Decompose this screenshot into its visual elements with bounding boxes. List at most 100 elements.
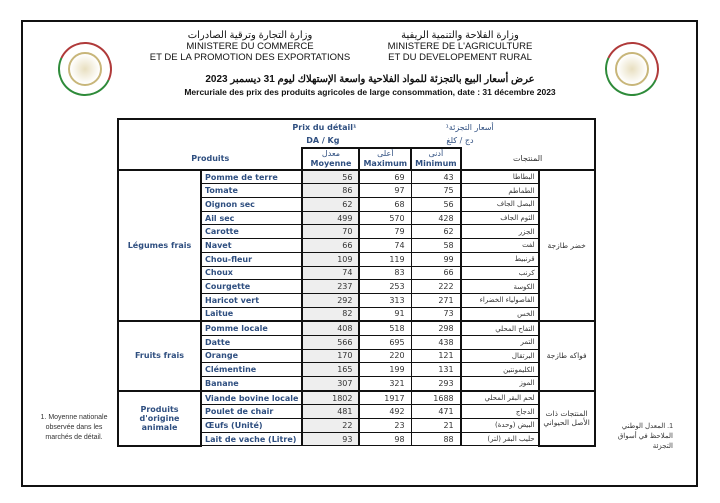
price-maximum: 91 <box>358 306 412 322</box>
price-minimum: 222 <box>410 279 462 294</box>
price-moyenne: 165 <box>301 362 361 377</box>
document-frame <box>21 20 698 487</box>
price-maximum: 570 <box>358 210 412 226</box>
product-ar: الكليمونتين <box>460 362 540 377</box>
product-ar: البيض (وحدة) <box>460 418 540 433</box>
price-minimum: 428 <box>410 210 462 226</box>
product-fr: Banane <box>199 375 303 392</box>
price-moyenne: 499 <box>301 210 361 226</box>
price-minimum: 75 <box>410 183 462 199</box>
price-moyenne: 1802 <box>301 389 361 406</box>
product-ar: الكوسة <box>460 279 540 294</box>
title-fr: Mercuriale des prix des produits agricol… <box>184 87 556 97</box>
col-moy-ar: معدل <box>321 148 341 158</box>
price-minimum: 43 <box>410 169 462 185</box>
col-maximum: Maximum <box>363 158 408 168</box>
price-maximum: 321 <box>358 375 412 392</box>
price-maximum: 23 <box>358 418 412 433</box>
price-maximum: 119 <box>358 251 412 267</box>
table-row: Chou-fleur 109 119 99 قرنبيط <box>118 251 595 267</box>
price-moyenne: 74 <box>301 265 361 281</box>
ministry-seal-left-logo <box>50 34 120 104</box>
product-fr: Navet <box>199 238 303 253</box>
product-ar: الجزر <box>460 224 540 240</box>
price-minimum: 56 <box>410 197 462 212</box>
category-ar: المنتجات ذات الأصل الحيواني <box>537 389 596 447</box>
price-maximum: 74 <box>358 238 412 253</box>
product-ar: التمر <box>460 334 540 350</box>
product-ar: الفاصولياء الخضراء <box>460 292 540 308</box>
col-minimum: Minimum <box>415 158 457 168</box>
price-maximum: 79 <box>358 224 412 240</box>
price-minimum: 99 <box>410 251 462 267</box>
col-produits: Produits <box>116 147 303 171</box>
price-minimum: 438 <box>410 334 462 350</box>
commerce-ministry-header: وزارة التجارة وترقية الصادرات MINISTERE … <box>140 30 360 63</box>
product-fr: Haricot vert <box>199 292 303 308</box>
price-maximum: 220 <box>358 348 412 364</box>
price-minimum: 88 <box>410 431 462 447</box>
price-minimum: 121 <box>410 348 462 364</box>
price-moyenne: 566 <box>301 334 361 350</box>
table-row: Choux 74 83 66 كرنب <box>118 265 595 281</box>
product-fr: Choux <box>199 265 303 281</box>
table-row: Produits d'origine animale Viande bovine … <box>117 389 596 447</box>
product-ar: البصل الجاف <box>460 197 540 212</box>
price-moyenne: 62 <box>301 197 361 212</box>
product-fr: Tomate <box>199 183 303 199</box>
price-maximum: 69 <box>358 169 412 185</box>
table-row: Banane 307 321 293 الموز <box>118 375 595 392</box>
product-ar: الثوم الجاف <box>460 210 540 226</box>
price-maximum: 83 <box>358 265 412 281</box>
category-ar: فواكه طازجة <box>537 320 596 392</box>
product-fr: Ail sec <box>199 210 303 226</box>
commerce-fr-1: MINISTERE DU COMMERCE <box>186 41 314 52</box>
price-moyenne: 237 <box>301 279 361 294</box>
price-maximum: 98 <box>358 431 412 447</box>
category-ar: خضر طازجة <box>537 168 596 323</box>
col-min-ar: أدنى <box>428 148 444 158</box>
product-fr: Orange <box>199 348 303 364</box>
category-fr: Produits d'origine animale <box>117 389 202 447</box>
product-fr: Chou-fleur <box>199 251 303 267</box>
product-ar: الخس <box>460 306 540 322</box>
price-maximum: 68 <box>358 197 412 212</box>
price-moyenne: 93 <box>301 431 361 447</box>
table-row: Fruits frais Pomme locale 408 518 298 التفاح … <box>117 320 596 392</box>
footnote-fr: 1. Moyenne nationale observée dans les m… <box>40 414 108 441</box>
commerce-ar: وزارة التجارة وترقية الصادرات <box>187 30 313 41</box>
price-moyenne: 307 <box>301 375 361 392</box>
price-minimum: 471 <box>410 404 462 420</box>
product-fr: Clémentine <box>199 362 303 377</box>
price-moyenne: 82 <box>301 306 361 322</box>
product-ar: لحم البقر المحلي <box>460 389 540 406</box>
price-moyenne: 292 <box>301 292 361 308</box>
product-fr: Carotte <box>199 224 303 240</box>
product-fr: Œufs (Unité) <box>199 418 303 433</box>
product-ar: الموز <box>460 375 540 392</box>
agriculture-ministry-header: وزارة الفلاحة والتنمية الريفية MINISTERE… <box>370 30 550 63</box>
product-ar: قرنبيط <box>460 251 540 267</box>
table-row: Orange 170 220 121 البرتقال <box>118 348 595 364</box>
product-fr: Laitue <box>199 306 303 322</box>
product-fr: Pomme locale <box>199 320 303 336</box>
table-row: Haricot vert 292 313 271 الفاصولياء الخضراء <box>118 292 595 308</box>
price-minimum: 58 <box>410 238 462 253</box>
prix-detail-ar: أسعار التجزئة¹ <box>359 118 596 134</box>
col-moyenne: Moyenne <box>310 158 352 168</box>
price-table: Prix du détail¹ أسعار التجزئة¹ DA / Kg دج … <box>116 118 596 447</box>
prix-detail-fr: Prix du détail¹ <box>116 118 360 134</box>
price-minimum: 73 <box>410 306 462 322</box>
price-moyenne: 86 <box>301 183 361 199</box>
price-maximum: 492 <box>358 404 412 420</box>
product-ar: التفاح المحلي <box>460 320 540 336</box>
price-minimum: 293 <box>410 375 462 392</box>
price-minimum: 131 <box>410 362 462 377</box>
price-moyenne: 481 <box>301 404 361 420</box>
price-maximum: 313 <box>358 292 412 308</box>
price-moyenne: 66 <box>301 238 361 253</box>
category-fr: Légumes frais <box>117 168 202 323</box>
price-minimum: 21 <box>410 418 462 433</box>
product-ar: حليب البقر (لتر) <box>460 431 540 447</box>
price-minimum: 66 <box>410 265 462 281</box>
